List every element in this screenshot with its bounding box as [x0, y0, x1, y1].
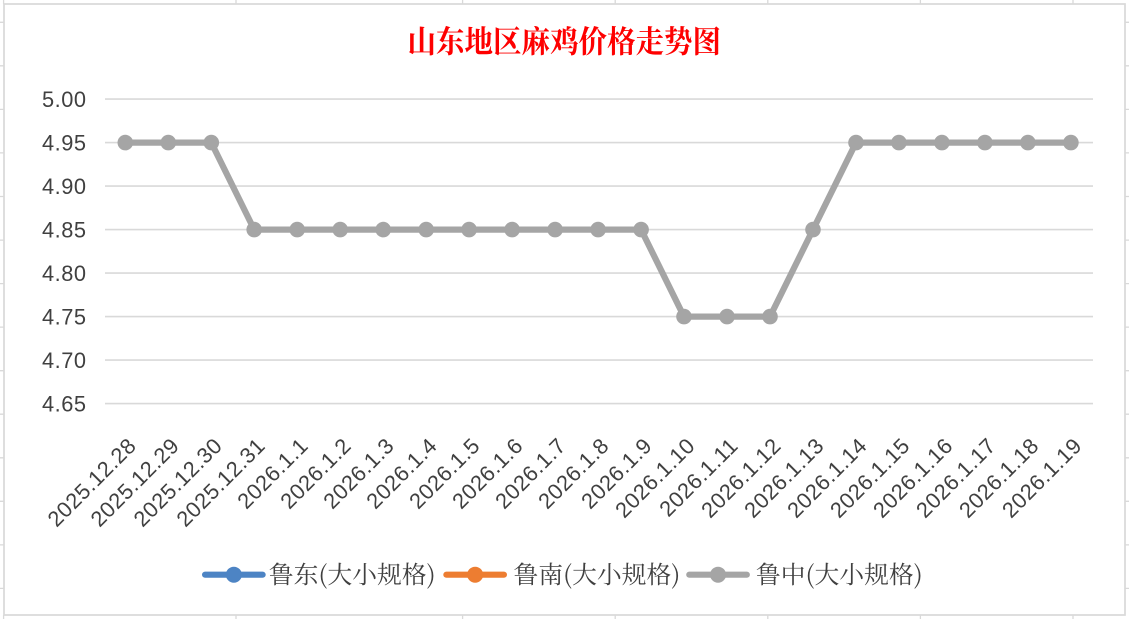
svg-text:4.75: 4.75 — [42, 305, 87, 330]
svg-text:4.70: 4.70 — [42, 348, 87, 373]
svg-text:4.80: 4.80 — [42, 261, 87, 286]
svg-text:5.00: 5.00 — [42, 87, 87, 112]
svg-text:4.95: 4.95 — [42, 131, 87, 156]
svg-text:4.65: 4.65 — [42, 392, 87, 417]
svg-text:4.90: 4.90 — [42, 174, 87, 199]
svg-text:4.85: 4.85 — [42, 218, 87, 243]
